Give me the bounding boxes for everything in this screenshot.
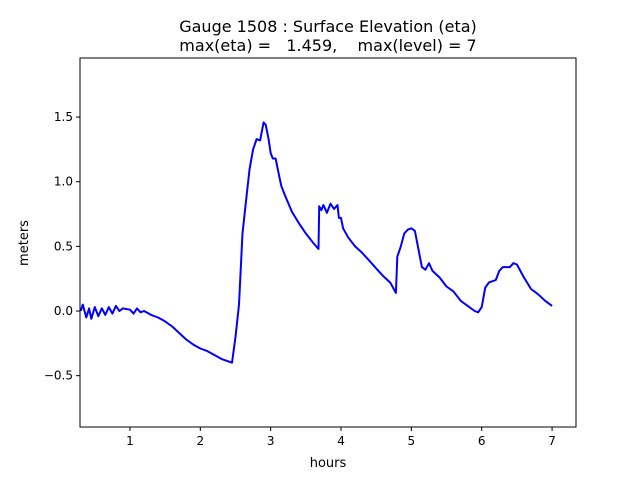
y-tick-label: −0.5 xyxy=(44,369,73,383)
eta-series-line xyxy=(79,121,553,364)
plot-frame xyxy=(79,57,577,428)
y-tick-label: 0.0 xyxy=(54,304,73,318)
y-tick-label: 1.0 xyxy=(54,175,73,189)
x-tick-label: 3 xyxy=(267,434,275,448)
x-tick-label: 4 xyxy=(337,434,345,448)
chart-subtitle: max(eta) = 1.459, max(level) = 7 xyxy=(179,36,476,55)
x-axis-label: hours xyxy=(310,456,347,471)
y-tick-label: 1.5 xyxy=(54,110,73,124)
x-tick-label: 1 xyxy=(126,434,134,448)
y-axis-label: meters xyxy=(17,220,32,266)
chart-title: Gauge 1508 : Surface Elevation (eta) xyxy=(179,17,477,36)
x-tick-label: 7 xyxy=(548,434,556,448)
x-tick-label: 6 xyxy=(478,434,486,448)
y-tick-label: 0.5 xyxy=(54,239,73,253)
x-tick-label: 5 xyxy=(408,434,416,448)
x-tick-label: 2 xyxy=(196,434,204,448)
